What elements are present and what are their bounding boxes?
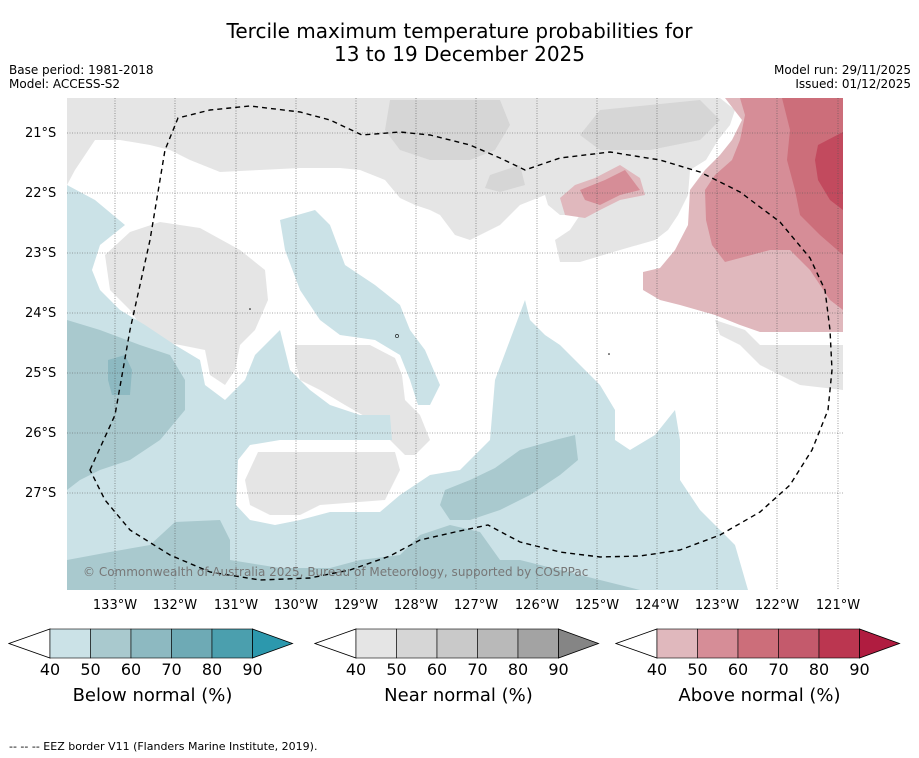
above-normal-region-60 (782, 98, 843, 255)
colorbar-tick-label: 60 (120, 660, 142, 679)
lat-label: 22°S (25, 186, 57, 201)
colorbar-tick-label: 80 (201, 660, 223, 679)
colorbar-segment (130, 628, 172, 659)
island-marker (395, 334, 399, 338)
near-normal-region-50b (580, 100, 720, 150)
lon-label: 127°W (453, 598, 499, 613)
lon-label: 125°W (574, 598, 620, 613)
lat-label: 24°S (25, 306, 57, 321)
colorbar-segment (90, 628, 132, 659)
below-normal-region-west (67, 185, 748, 590)
copyright-text: © Commonwealth of Australia 2025, Bureau… (83, 565, 589, 579)
colorbar-segment (436, 628, 478, 659)
colorbar-near-normal (314, 628, 600, 659)
colorbar-segment (737, 628, 779, 659)
near-normal-region-50 (385, 100, 510, 160)
colorbar-segment (477, 628, 519, 659)
colorbar-below-normal (8, 628, 294, 659)
colorbar-tick-label: 40 (646, 660, 668, 679)
near-normal-region-50c (485, 165, 525, 192)
colorbar-title-near: Near normal (%) (384, 685, 533, 706)
above-normal-region-50-small (580, 170, 640, 205)
lon-label: 131°W (213, 598, 259, 613)
lon-label: 122°W (754, 598, 800, 613)
colorbar-tick-label: 40 (345, 660, 367, 679)
lon-label: 123°W (694, 598, 740, 613)
colorbar-tick-label: 80 (808, 660, 830, 679)
below-normal-region-50-west (67, 320, 185, 490)
below-normal-region-50-center (440, 435, 578, 520)
below-normal-region-center (280, 210, 440, 405)
colorbar-tick-label: 50 (687, 660, 708, 679)
colorbar-tick-label: 70 (161, 660, 182, 679)
lat-label: 27°S (25, 486, 57, 501)
meta-right: Model run: 29/11/2025 Issued: 01/12/2025 (774, 63, 911, 91)
colorbar-title-above: Above normal (%) (678, 685, 841, 706)
chart-title-line-1: Tercile maximum temperature probabilitie… (226, 19, 693, 43)
colorbar-segment (697, 628, 739, 659)
colorbar-tick-label: 70 (467, 660, 488, 679)
below-normal-region-60 (108, 355, 132, 395)
near-normal-region-south (245, 452, 400, 515)
colorbar-segment (49, 628, 91, 659)
colorbar-segment (211, 628, 253, 659)
colorbar-segment (778, 628, 820, 659)
near-normal-region-west (105, 222, 268, 385)
lon-label: 124°W (634, 598, 680, 613)
colorbar-tick-label: 90 (849, 660, 870, 679)
meta-left: Base period: 1981-2018 Model: ACCESS-S2 (9, 63, 154, 91)
colorbar-tick-label: 60 (426, 660, 448, 679)
colorbar-tick-label: 80 (507, 660, 529, 679)
colorbar-tick-label: 50 (80, 660, 101, 679)
model-label: Model: ACCESS-S2 (9, 77, 121, 91)
colorbar-extend-high (859, 628, 901, 659)
colorbar-segment (355, 628, 397, 659)
colorbar-extend-low (8, 628, 51, 659)
lon-label: 129°W (333, 598, 379, 613)
colorbar-tick-label: 90 (548, 660, 569, 679)
lat-label: 25°S (25, 366, 57, 381)
colorbar-segment (396, 628, 438, 659)
chart-title-line-2: 13 to 19 December 2025 (333, 42, 585, 66)
lat-label: 21°S (25, 126, 57, 141)
lon-label: 121°W (815, 598, 861, 613)
base-period-label: Base period: 1981-2018 (9, 63, 154, 77)
colorbar-segment (517, 628, 559, 659)
colorbar-segment (818, 628, 860, 659)
eez-border (89, 105, 833, 581)
colorbar-extend-high (558, 628, 600, 659)
model-run-label: Model run: 29/11/2025 (773, 63, 911, 77)
colorbar-tick-label: 50 (386, 660, 407, 679)
lon-label: 130°W (273, 598, 319, 613)
issued-label: Issued: 01/12/2025 (795, 77, 911, 91)
colorbar-tick-label: 90 (242, 660, 263, 679)
lon-label: 133°W (92, 598, 138, 613)
footnote-eez: -- -- -- EEZ border V11 (Flanders Marine… (9, 740, 318, 753)
colorbar-extend-low (314, 628, 357, 659)
near-normal-region-east (715, 320, 843, 390)
colorbar-above-normal (615, 628, 901, 659)
lat-label: 23°S (25, 246, 57, 261)
colorbar-extend-low (615, 628, 658, 659)
colorbar-extend-high (252, 628, 294, 659)
lon-label: 132°W (152, 598, 198, 613)
lon-label: 128°W (393, 598, 439, 613)
lat-label: 26°S (25, 426, 57, 441)
colorbar-tick-label: 40 (39, 660, 61, 679)
near-normal-region-north (67, 98, 735, 262)
near-normal-region-center (295, 345, 430, 455)
colorbar-tick-label: 60 (727, 660, 749, 679)
graticule (67, 98, 843, 590)
above-normal-region-70 (815, 132, 843, 210)
colorbar-segment (656, 628, 698, 659)
island-marker (249, 308, 251, 310)
island-marker (608, 353, 610, 355)
map-plot-area (67, 98, 843, 590)
colorbar-title-below: Below normal (%) (72, 685, 233, 706)
lon-label: 126°W (514, 598, 560, 613)
colorbar-segment (171, 628, 213, 659)
colorbar-tick-label: 70 (768, 660, 789, 679)
